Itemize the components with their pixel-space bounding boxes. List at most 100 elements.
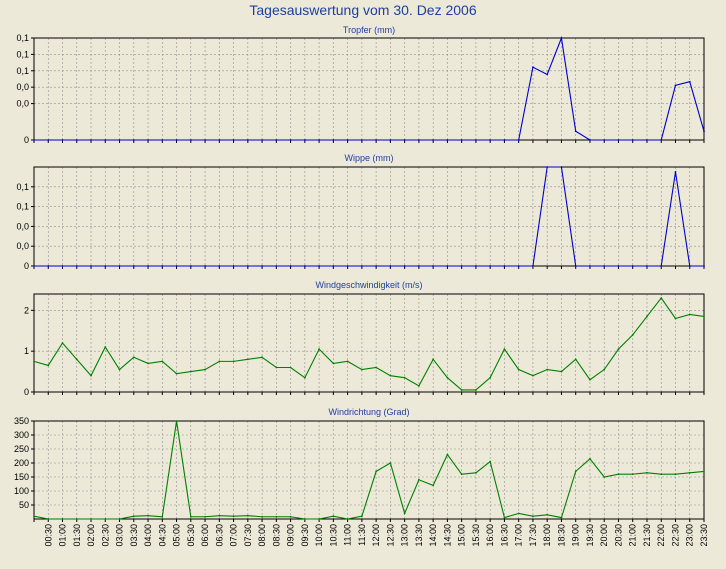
plot-area: [34, 167, 704, 266]
data-point: [660, 473, 663, 476]
data-point: [403, 139, 406, 141]
x-tick-label: 07:00: [229, 524, 239, 547]
x-tick-label: 13:30: [414, 524, 424, 547]
data-point: [703, 315, 705, 318]
data-point: [275, 515, 278, 518]
data-point: [703, 265, 705, 267]
data-point: [417, 478, 420, 481]
data-point: [318, 265, 321, 267]
x-tick-label: 23:00: [685, 524, 695, 547]
data-point: [589, 378, 591, 381]
data-point: [646, 139, 648, 141]
y-tick-label: 0: [24, 261, 29, 271]
data-point: [332, 515, 335, 518]
data-point: [346, 139, 349, 141]
x-tick-label: 08:30: [271, 524, 281, 547]
data-point: [147, 362, 149, 365]
data-point: [47, 265, 50, 267]
data-point: [47, 139, 50, 141]
data-point: [204, 515, 206, 518]
data-point: [589, 457, 591, 460]
data-point: [489, 139, 492, 141]
panel-2: Wippe (mm) 0,1 0,1 0,0 0,0 0: [16, 153, 705, 271]
x-tick-label: 06:30: [214, 524, 224, 547]
data-point: [560, 37, 563, 39]
data-point: [246, 265, 249, 267]
data-point: [175, 372, 178, 375]
data-point: [61, 139, 64, 141]
data-point: [332, 362, 335, 365]
data-point: [33, 360, 35, 363]
data-point: [246, 514, 249, 517]
data-point: [303, 518, 306, 520]
data-point: [688, 265, 691, 267]
data-point: [589, 265, 591, 267]
series-line: [34, 35, 705, 141]
data-point: [532, 66, 534, 69]
x-tick-label: 17:30: [528, 524, 538, 547]
data-point: [389, 374, 392, 377]
data-point: [432, 358, 435, 361]
data-point: [275, 139, 278, 141]
data-point: [132, 265, 135, 267]
y-tick-label: 0,0: [16, 241, 29, 251]
x-tick-label: 19:30: [585, 524, 595, 547]
data-point: [631, 333, 634, 336]
data-point: [660, 139, 663, 141]
data-point: [603, 139, 606, 141]
data-point: [503, 348, 506, 351]
data-point: [532, 265, 534, 267]
data-point: [446, 265, 449, 267]
x-tick-label: 02:30: [100, 524, 110, 547]
x-tick-label: 08:00: [257, 524, 267, 547]
x-tick-label: 16:30: [499, 524, 509, 547]
data-point: [147, 514, 149, 517]
data-point: [460, 473, 463, 476]
x-tick-label: 09:00: [286, 524, 296, 547]
data-point: [646, 265, 648, 267]
series-line: [33, 297, 705, 391]
data-point: [574, 265, 577, 267]
data-point: [560, 516, 563, 519]
x-tick-label: 18:00: [542, 524, 552, 547]
data-point: [261, 356, 263, 359]
data-point: [688, 80, 691, 83]
data-point: [161, 360, 164, 363]
data-point: [289, 139, 292, 141]
x-tick-label: 20:30: [613, 524, 623, 547]
data-point: [403, 512, 406, 515]
x-tick-label: 00:30: [43, 524, 53, 547]
data-point: [674, 84, 677, 87]
data-point: [75, 358, 78, 361]
data-point: [617, 473, 620, 476]
x-tick-label: 05:00: [172, 524, 182, 547]
data-point: [90, 265, 92, 267]
y-tick-label: 0,0: [16, 82, 29, 92]
data-point: [75, 518, 78, 520]
y-tick-label: 2: [24, 305, 29, 315]
plot-area: [34, 421, 704, 519]
data-point: [33, 139, 35, 141]
data-point: [489, 460, 492, 463]
data-point: [503, 516, 506, 519]
data-point: [560, 370, 563, 373]
data-point: [460, 389, 463, 391]
data-point: [132, 139, 135, 141]
chart-title: Tagesauswertung vom 30. Dez 2006: [249, 2, 476, 18]
y-tick-label: 50: [19, 500, 29, 510]
data-point: [204, 265, 206, 267]
x-tick-label: 02:00: [86, 524, 96, 547]
data-point: [189, 265, 192, 267]
x-tick-label: 21:30: [642, 524, 652, 547]
data-point: [574, 470, 577, 473]
data-point: [375, 470, 378, 473]
data-point: [189, 370, 192, 373]
data-point: [475, 389, 477, 391]
x-tick-label: 01:00: [58, 524, 68, 547]
data-point: [47, 364, 50, 367]
data-point: [132, 515, 135, 518]
data-point: [503, 265, 506, 267]
y-tick-label: 0: [24, 135, 29, 145]
data-point: [303, 376, 306, 379]
data-point: [47, 518, 50, 520]
